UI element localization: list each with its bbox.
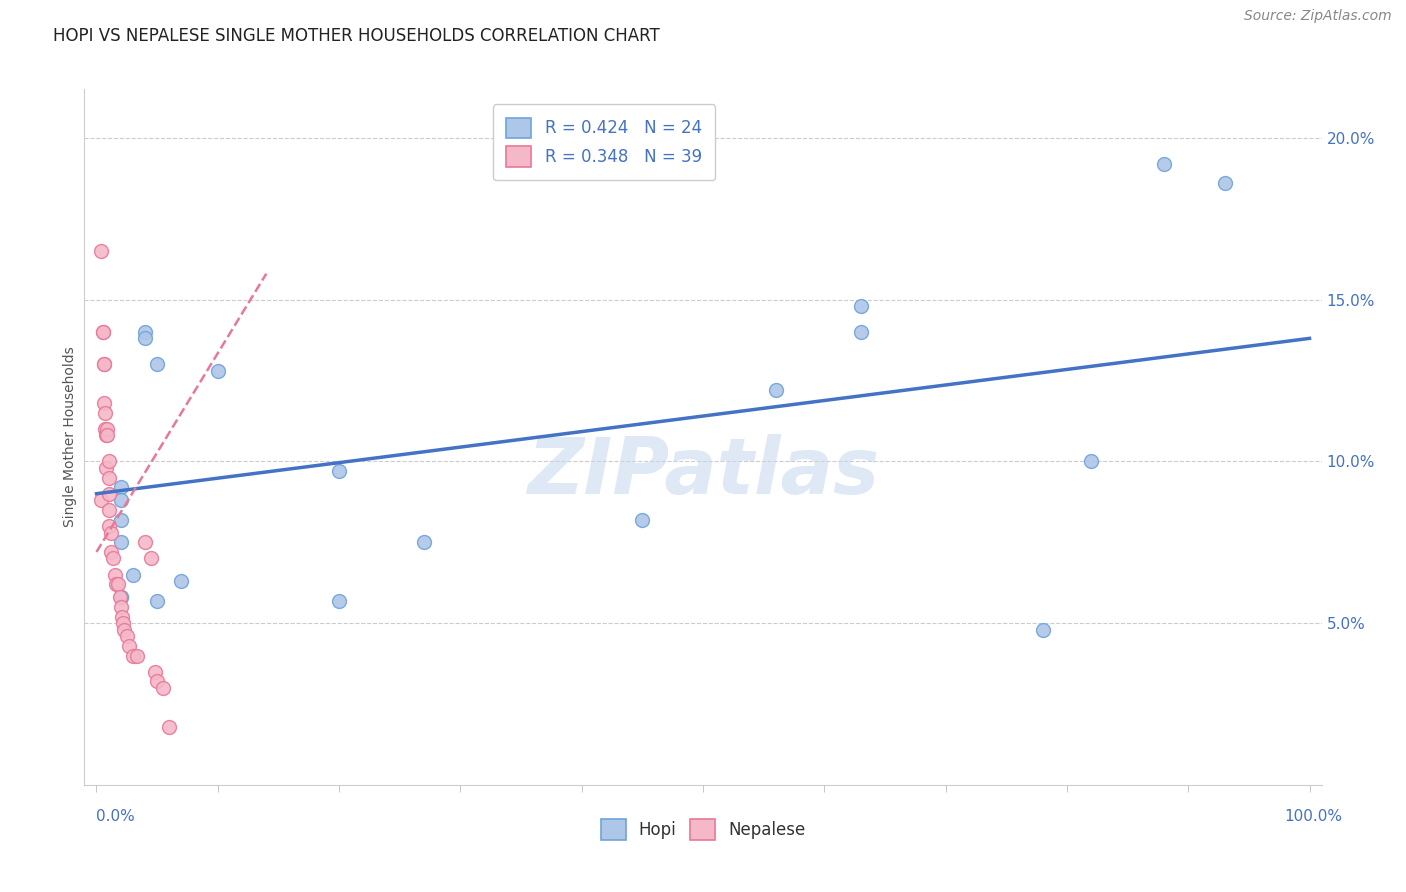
- Point: [328, 593, 350, 607]
- Point: [110, 591, 132, 605]
- Point: [115, 629, 138, 643]
- Point: [112, 616, 135, 631]
- Point: [134, 325, 156, 339]
- Point: [849, 299, 872, 313]
- Point: [90, 244, 112, 258]
- Point: [118, 639, 141, 653]
- Text: ZIPatlas: ZIPatlas: [527, 434, 879, 510]
- Legend: Hopi, Nepalese: Hopi, Nepalese: [593, 813, 813, 847]
- Point: [110, 493, 132, 508]
- Point: [110, 480, 132, 494]
- Point: [108, 591, 131, 605]
- Point: [97, 486, 120, 500]
- Point: [157, 720, 180, 734]
- Point: [134, 535, 156, 549]
- Point: [146, 357, 169, 371]
- Point: [152, 681, 174, 695]
- Text: 0.0%: 0.0%: [96, 809, 135, 823]
- Point: [110, 591, 132, 605]
- Point: [143, 665, 166, 679]
- Point: [94, 406, 117, 420]
- Point: [97, 454, 120, 468]
- Point: [146, 593, 169, 607]
- Point: [122, 567, 145, 582]
- Point: [631, 513, 654, 527]
- Point: [1032, 623, 1054, 637]
- Point: [170, 574, 193, 588]
- Point: [134, 331, 156, 345]
- Point: [97, 503, 120, 517]
- Point: [765, 383, 787, 397]
- Point: [97, 519, 120, 533]
- Point: [139, 551, 162, 566]
- Point: [93, 357, 115, 371]
- Point: [96, 422, 118, 436]
- Point: [104, 567, 127, 582]
- Point: [107, 577, 129, 591]
- Point: [125, 648, 148, 663]
- Point: [328, 464, 350, 478]
- Point: [110, 513, 132, 527]
- Point: [91, 325, 114, 339]
- Point: [93, 396, 115, 410]
- Point: [146, 674, 169, 689]
- Point: [90, 493, 112, 508]
- Point: [413, 535, 436, 549]
- Y-axis label: Single Mother Households: Single Mother Households: [63, 347, 77, 527]
- Point: [100, 545, 122, 559]
- Point: [207, 364, 229, 378]
- Point: [112, 623, 135, 637]
- Point: [91, 325, 114, 339]
- Point: [122, 648, 145, 663]
- Point: [849, 325, 872, 339]
- Text: Source: ZipAtlas.com: Source: ZipAtlas.com: [1244, 9, 1392, 23]
- Point: [103, 551, 125, 566]
- Text: HOPI VS NEPALESE SINGLE MOTHER HOUSEHOLDS CORRELATION CHART: HOPI VS NEPALESE SINGLE MOTHER HOUSEHOLD…: [53, 27, 661, 45]
- Point: [1153, 156, 1175, 170]
- Point: [1213, 176, 1236, 190]
- Point: [111, 609, 134, 624]
- Point: [93, 357, 115, 371]
- Point: [100, 525, 122, 540]
- Point: [1080, 454, 1102, 468]
- Point: [96, 428, 118, 442]
- Point: [104, 577, 127, 591]
- Point: [96, 428, 118, 442]
- Point: [96, 460, 118, 475]
- Point: [110, 599, 132, 614]
- Text: 100.0%: 100.0%: [1285, 809, 1343, 823]
- Point: [97, 470, 120, 484]
- Point: [110, 535, 132, 549]
- Point: [94, 422, 117, 436]
